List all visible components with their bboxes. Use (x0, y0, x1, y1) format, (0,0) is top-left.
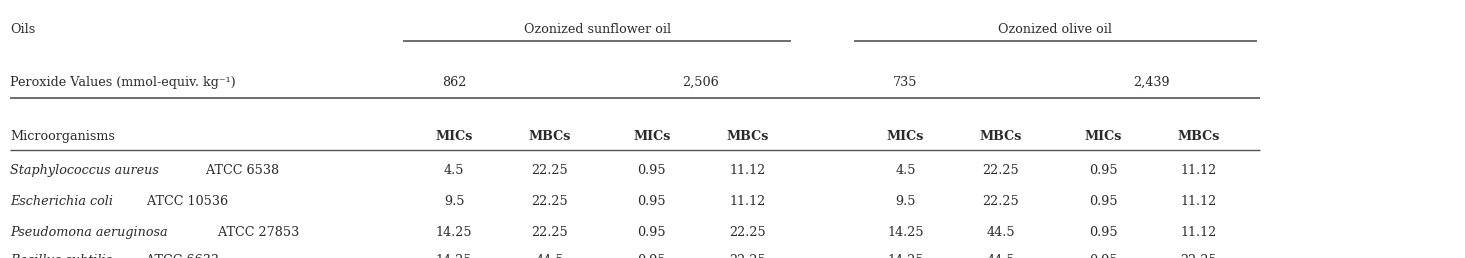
Text: 735: 735 (894, 76, 917, 89)
Text: Bacillus subtilis: Bacillus subtilis (10, 254, 113, 258)
Text: MICs: MICs (1084, 130, 1122, 143)
Text: Ozonized olive oil: Ozonized olive oil (998, 23, 1112, 36)
Text: Escherichia coli: Escherichia coli (10, 195, 113, 208)
Text: MBCs: MBCs (727, 130, 768, 143)
Text: MBCs: MBCs (529, 130, 570, 143)
Text: 0.95: 0.95 (1088, 164, 1118, 177)
Text: MICs: MICs (633, 130, 671, 143)
Text: 0.95: 0.95 (637, 254, 667, 258)
Text: ATCC 27853: ATCC 27853 (214, 226, 299, 239)
Text: Peroxide Values (mmol-equiv. kg⁻¹): Peroxide Values (mmol-equiv. kg⁻¹) (10, 76, 236, 89)
Text: 0.95: 0.95 (1088, 195, 1118, 208)
Text: 862: 862 (442, 76, 466, 89)
Text: 14.25: 14.25 (437, 226, 472, 239)
Text: 22.25: 22.25 (728, 226, 766, 239)
Text: 0.95: 0.95 (637, 195, 667, 208)
Text: 44.5: 44.5 (535, 254, 564, 258)
Text: 11.12: 11.12 (1181, 226, 1216, 239)
Text: Microorganisms: Microorganisms (10, 130, 116, 143)
Text: 4.5: 4.5 (444, 164, 464, 177)
Text: 2,439: 2,439 (1134, 76, 1169, 89)
Text: Staphylococcus aureus: Staphylococcus aureus (10, 164, 160, 177)
Text: 44.5: 44.5 (986, 226, 1015, 239)
Text: 4.5: 4.5 (895, 164, 916, 177)
Text: ATCC 6538: ATCC 6538 (202, 164, 280, 177)
Text: 22.25: 22.25 (1179, 254, 1217, 258)
Text: 9.5: 9.5 (895, 195, 916, 208)
Text: 44.5: 44.5 (986, 254, 1015, 258)
Text: Oils: Oils (10, 23, 35, 36)
Text: Ozonized sunflower oil: Ozonized sunflower oil (524, 23, 671, 36)
Text: 14.25: 14.25 (437, 254, 472, 258)
Text: 14.25: 14.25 (888, 254, 924, 258)
Text: 0.95: 0.95 (1088, 226, 1118, 239)
Text: 22.25: 22.25 (982, 195, 1020, 208)
Text: 2,506: 2,506 (681, 76, 719, 89)
Text: 22.25: 22.25 (530, 164, 568, 177)
Text: 9.5: 9.5 (444, 195, 464, 208)
Text: 22.25: 22.25 (728, 254, 766, 258)
Text: 0.95: 0.95 (1088, 254, 1118, 258)
Text: MICs: MICs (886, 130, 924, 143)
Text: 22.25: 22.25 (982, 164, 1020, 177)
Text: 14.25: 14.25 (888, 226, 924, 239)
Text: 11.12: 11.12 (730, 195, 765, 208)
Text: 11.12: 11.12 (1181, 195, 1216, 208)
Text: 0.95: 0.95 (637, 226, 667, 239)
Text: MBCs: MBCs (1178, 130, 1219, 143)
Text: 11.12: 11.12 (1181, 164, 1216, 177)
Text: 11.12: 11.12 (730, 164, 765, 177)
Text: ATCC 10536: ATCC 10536 (144, 195, 229, 208)
Text: MBCs: MBCs (980, 130, 1021, 143)
Text: Pseudomona aeruginosa: Pseudomona aeruginosa (10, 226, 168, 239)
Text: MICs: MICs (435, 130, 473, 143)
Text: 0.95: 0.95 (637, 164, 667, 177)
Text: 22.25: 22.25 (530, 195, 568, 208)
Text: 22.25: 22.25 (530, 226, 568, 239)
Text: ATCC 6633: ATCC 6633 (142, 254, 220, 258)
